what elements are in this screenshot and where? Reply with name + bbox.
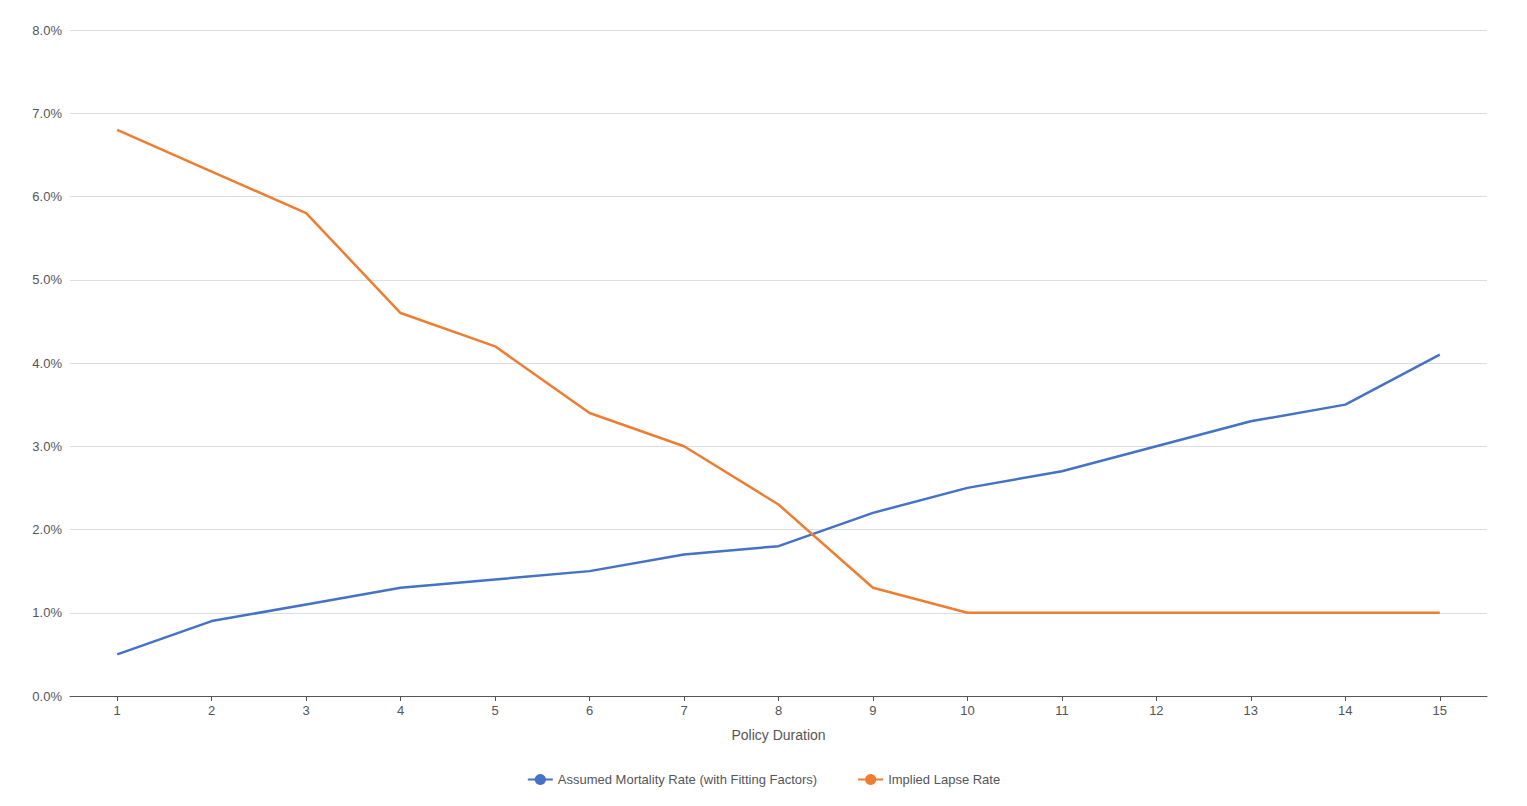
svg-text:4: 4 xyxy=(397,703,404,718)
svg-text:Policy Duration: Policy Duration xyxy=(731,727,825,743)
svg-text:7.0%: 7.0% xyxy=(32,106,62,121)
svg-text:1: 1 xyxy=(114,703,121,718)
svg-text:3: 3 xyxy=(303,703,310,718)
svg-text:14: 14 xyxy=(1338,703,1352,718)
svg-text:2: 2 xyxy=(208,703,215,718)
svg-text:9: 9 xyxy=(869,703,876,718)
svg-text:5.0%: 5.0% xyxy=(32,272,62,287)
svg-text:12: 12 xyxy=(1149,703,1163,718)
svg-text:11: 11 xyxy=(1055,703,1069,718)
svg-text:1.0%: 1.0% xyxy=(32,605,62,620)
svg-text:Assumed Mortality Rate (with F: Assumed Mortality Rate (with Fitting Fac… xyxy=(558,772,817,787)
svg-text:7: 7 xyxy=(680,703,687,718)
svg-text:15: 15 xyxy=(1433,703,1447,718)
svg-text:8: 8 xyxy=(775,703,782,718)
svg-text:13: 13 xyxy=(1244,703,1258,718)
svg-text:6: 6 xyxy=(586,703,593,718)
svg-text:2.0%: 2.0% xyxy=(32,522,62,537)
svg-text:8.0%: 8.0% xyxy=(32,23,62,38)
svg-text:0.0%: 0.0% xyxy=(32,689,62,704)
svg-text:10: 10 xyxy=(960,703,974,718)
svg-text:5: 5 xyxy=(491,703,498,718)
svg-text:6.0%: 6.0% xyxy=(32,189,62,204)
svg-text:Implied Lapse Rate: Implied Lapse Rate xyxy=(888,772,1000,787)
svg-text:3.0%: 3.0% xyxy=(32,439,62,454)
svg-text:4.0%: 4.0% xyxy=(32,356,62,371)
